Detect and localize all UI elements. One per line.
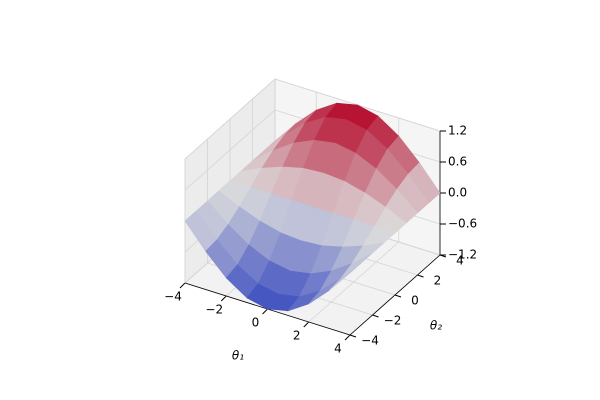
y-tick-label: 2	[434, 274, 442, 288]
grid-line	[184, 78, 276, 160]
x-tick	[220, 295, 227, 302]
x-tick-label: 4	[334, 342, 342, 356]
y-tick	[394, 294, 402, 298]
z-tick-label: −1.2	[448, 248, 477, 262]
x-tick	[262, 308, 268, 315]
y-tick-label: −2	[384, 314, 402, 328]
y-tick-label: −4	[361, 334, 379, 348]
z-tick-label: 0.6	[448, 155, 467, 169]
x-axis-label: θ₁	[232, 349, 244, 363]
y-tick	[417, 274, 424, 278]
y-tick-label: 0	[411, 294, 419, 308]
axis-line	[349, 254, 441, 336]
x-tick-label: −2	[205, 303, 223, 317]
y-axis-label: θ₂	[430, 319, 442, 333]
y-tick	[349, 334, 357, 338]
y-tick	[372, 314, 379, 318]
x-tick	[179, 282, 186, 289]
z-tick-label: 1.2	[448, 124, 467, 138]
z-tick-label: −0.6	[448, 217, 477, 231]
surface-patch	[329, 262, 362, 291]
x-tick-label: −4	[164, 290, 182, 304]
grid-line	[184, 109, 276, 191]
x-tick-label: 0	[252, 316, 260, 330]
y-tick-label: 4	[456, 254, 464, 268]
z-tick-label: 0.0	[448, 186, 467, 200]
x-tick	[303, 321, 310, 328]
x-tick-label: 2	[293, 329, 301, 343]
x-tick	[344, 334, 351, 341]
